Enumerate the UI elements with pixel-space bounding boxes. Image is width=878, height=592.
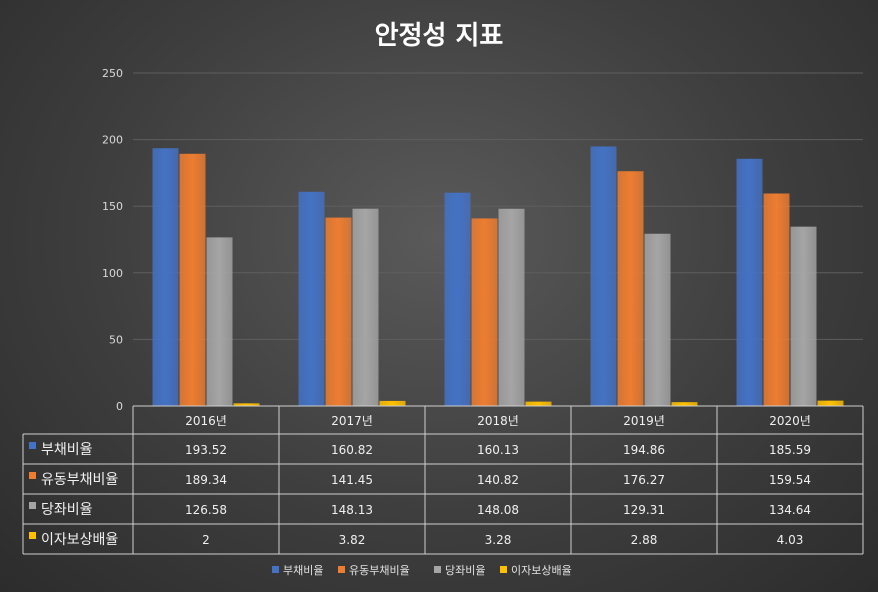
y-tick-label: 50 [109, 333, 123, 346]
table-value: 193.52 [185, 443, 227, 457]
bars [152, 146, 844, 407]
x-tick-label: 2018년 [477, 414, 519, 428]
y-tick-label: 200 [102, 134, 123, 147]
row-label: 유동부채비율 [41, 472, 118, 488]
legend-marker [338, 566, 345, 573]
legend-entry: 유동부채비율 [349, 564, 410, 577]
bar-1-2019년 [590, 146, 617, 407]
row-label: 부채비율 [41, 442, 93, 458]
legend-marker [500, 566, 507, 573]
row-legend-key [29, 502, 36, 509]
table-value: 176.27 [623, 473, 665, 487]
table-value: 2.88 [631, 533, 658, 547]
table-value: 148.13 [331, 503, 373, 517]
legend-marker [272, 566, 279, 573]
legend-entry: 부채비율 [283, 564, 323, 577]
y-axis-ticks: 0 50 100 150 200 250 [102, 67, 123, 413]
table-value: 129.31 [623, 503, 665, 517]
bar-3-2018년 [498, 208, 525, 406]
table-value: 141.45 [331, 473, 373, 487]
bar-2-2019년 [617, 171, 644, 406]
bar-3-2016년 [206, 237, 233, 406]
y-tick-label: 0 [116, 400, 123, 413]
row-legend-key [29, 532, 36, 539]
table-value: 160.82 [331, 443, 373, 457]
bar-3-2020년 [790, 226, 817, 406]
bar-1-2018년 [444, 192, 471, 406]
bar-1-2020년 [736, 158, 763, 406]
x-tick-label: 2019년 [623, 414, 665, 428]
bar-3-2019년 [644, 233, 671, 406]
x-tick-label: 2020년 [769, 414, 811, 428]
y-tick-label: 150 [102, 200, 123, 213]
bar-4-2020년 [817, 400, 844, 406]
bar-1-2016년 [152, 148, 179, 406]
bar-4-2016년 [233, 403, 260, 406]
x-tick-label: 2016년 [185, 414, 227, 428]
legend-marker [434, 566, 441, 573]
bar-3-2017년 [352, 208, 379, 406]
bar-2-2016년 [179, 153, 206, 406]
table-value: 159.54 [769, 473, 811, 487]
table-value: 160.13 [477, 443, 519, 457]
bar-4-2018년 [525, 401, 552, 406]
table-value: 3.28 [485, 533, 512, 547]
legend-entry: 당좌비율 [445, 564, 485, 577]
row-legend-key [29, 442, 36, 449]
table-value: 194.86 [623, 443, 665, 457]
legend: 부채비율 유동부채비율 당좌비율 이자보상배율 [272, 564, 572, 577]
x-tick-label: 2017년 [331, 414, 373, 428]
table-value: 134.64 [769, 503, 811, 517]
row-label: 당좌비율 [41, 502, 93, 518]
bar-4-2017년 [379, 400, 406, 406]
table-value: 140.82 [477, 473, 519, 487]
table-value: 148.08 [477, 503, 519, 517]
bar-2-2017년 [325, 217, 352, 406]
bar-2-2020년 [763, 193, 790, 406]
bar-1-2017년 [298, 191, 325, 406]
chart-title: 안정성 지표 [375, 21, 504, 51]
row-label: 이자보상배율 [41, 532, 118, 548]
table-value: 3.82 [339, 533, 366, 547]
table-value: 2 [202, 533, 210, 547]
row-legend-key [29, 472, 36, 479]
table-value: 126.58 [185, 503, 227, 517]
y-tick-label: 100 [102, 267, 123, 280]
bar-2-2018년 [471, 218, 498, 406]
table-value: 189.34 [185, 473, 227, 487]
bar-4-2019년 [671, 402, 698, 406]
table-value: 185.59 [769, 443, 811, 457]
legend-entry: 이자보상배율 [511, 564, 572, 577]
y-tick-label: 250 [102, 67, 123, 80]
table-value: 4.03 [777, 533, 804, 547]
